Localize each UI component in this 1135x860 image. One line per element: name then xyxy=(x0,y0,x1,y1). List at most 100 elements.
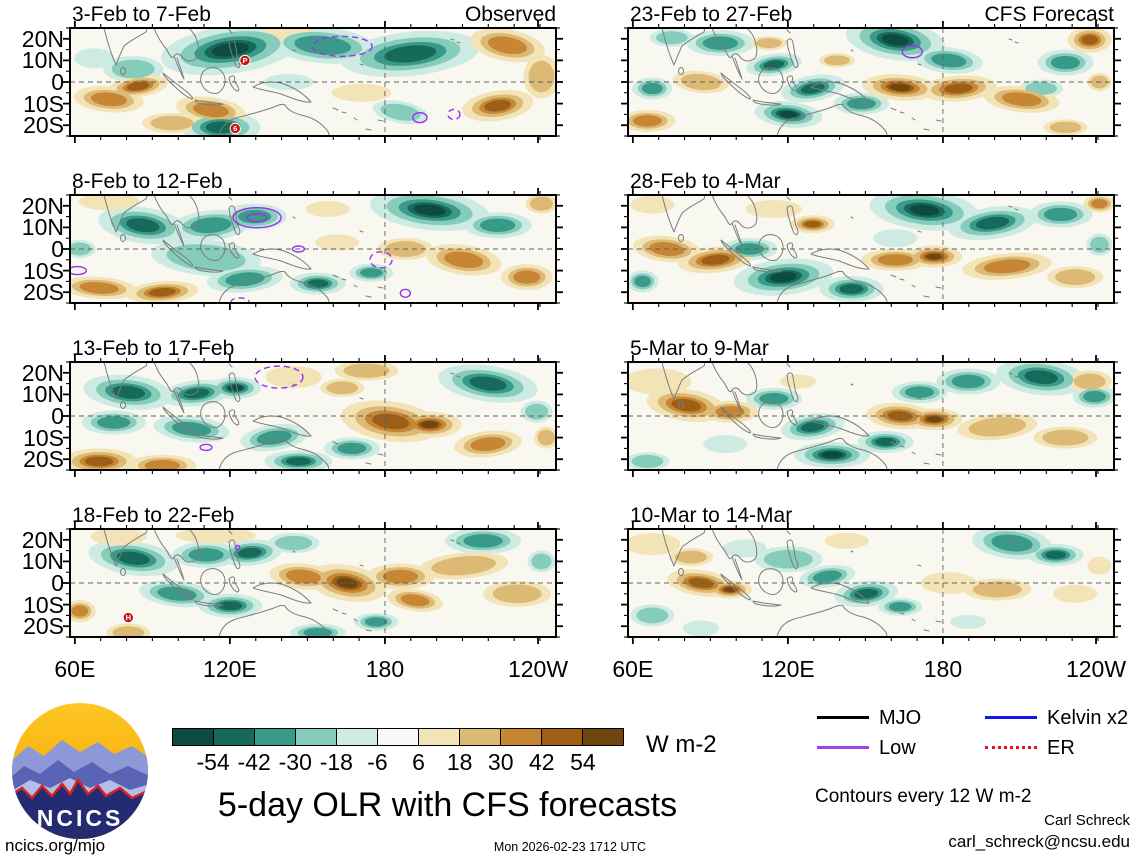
map-canvas xyxy=(621,188,1121,310)
colorbar-segment xyxy=(296,729,337,745)
lon-tick-label: 120W xyxy=(1065,656,1127,682)
legend-line-kelvin-x2 xyxy=(985,716,1037,719)
wave-contour xyxy=(234,544,241,551)
panel-title: 5-Mar to 9-Mar xyxy=(630,337,769,360)
wave-contour xyxy=(230,297,250,303)
colorbar-tick-label: 30 xyxy=(487,749,514,775)
wave-contour xyxy=(311,35,373,58)
tick-marks xyxy=(621,522,1121,644)
panel-observed-week3: 13-Feb to 17-Feb xyxy=(63,337,563,477)
footer-timestamp: Mon 2026-02-23 1712 UTC xyxy=(493,840,647,854)
anomaly-blobs xyxy=(628,362,1114,470)
wave-contour xyxy=(901,45,924,59)
legend-line-mjo xyxy=(817,716,869,719)
colorbar-segment xyxy=(255,729,296,745)
cyclone-marker: P xyxy=(239,54,251,67)
lat-tick-label: 20S xyxy=(23,613,64,640)
wave-contour xyxy=(412,111,428,124)
panel-title: 23-Feb to 27-Feb xyxy=(630,3,793,26)
map-fill-layer: H xyxy=(70,529,556,637)
panel-forecast-week2: 28-Feb to 4-Mar xyxy=(621,170,1121,310)
colorbar-tick-label: 18 xyxy=(446,749,473,775)
wave-contour xyxy=(199,443,213,452)
panel-title: 18-Feb to 22-Feb xyxy=(72,504,235,527)
map-fill-layer: P6 xyxy=(70,28,556,136)
lat-tick-label: 10S xyxy=(23,90,64,117)
panel-observed-week4: 18-Feb to 22-Feb H xyxy=(63,504,563,644)
lat-tick-label: 10S xyxy=(23,591,64,618)
colorbar-tick-label: 42 xyxy=(529,749,555,775)
figure-title: 5-day OLR with CFS forecasts xyxy=(217,786,678,824)
map-fill-layer xyxy=(628,529,1114,637)
wave-contour xyxy=(232,206,282,229)
colorbar-segment xyxy=(378,729,419,745)
wave-contour xyxy=(246,212,268,223)
lat-tick-label: 20N xyxy=(21,25,64,52)
anomaly-blobs xyxy=(70,362,556,470)
tick-marks xyxy=(63,355,563,477)
colorbar-tick-label: -18 xyxy=(319,749,353,775)
anomaly-blobs xyxy=(70,195,556,303)
credit-email: carl_schreck@ncsu.edu xyxy=(948,832,1130,851)
colorbar-segment xyxy=(501,729,542,745)
tick-marks xyxy=(63,21,563,143)
panel-forecast-week4: 10-Mar to 14-Mar xyxy=(621,504,1121,644)
colorbar-segment xyxy=(542,729,583,745)
logo-front-mass xyxy=(12,777,148,839)
svg-text:P: P xyxy=(242,56,247,65)
colorbar-segment xyxy=(214,729,255,745)
colorbar-segment xyxy=(173,729,214,745)
map-canvas: P6 xyxy=(63,21,563,143)
map-fill-layer xyxy=(628,362,1114,470)
column-label-forecast: CFS Forecast xyxy=(984,3,1114,26)
lat-tick-label: 10N xyxy=(21,548,64,575)
svg-text:6: 6 xyxy=(233,124,237,133)
lat-tick-label: 20N xyxy=(21,526,64,553)
legend-line-low xyxy=(817,746,869,749)
tick-marks xyxy=(63,522,563,644)
lat-tick-label: 0 xyxy=(51,570,64,596)
colorbar-tick-label: 54 xyxy=(570,749,596,775)
cyclone-marker: 6 xyxy=(229,122,241,135)
panel-title: 10-Mar to 14-Mar xyxy=(630,504,793,527)
lat-tick-label: 20N xyxy=(21,192,64,219)
panel-forecast-week1: 23-Feb to 27-Feb CFS Forecast xyxy=(621,3,1121,143)
panel-title: 8-Feb to 12-Feb xyxy=(72,170,223,193)
colorbar-tick-label: -42 xyxy=(237,749,271,775)
anomaly-blobs xyxy=(70,529,556,637)
lon-tick-label: 60E xyxy=(54,656,96,682)
wave-contour xyxy=(70,265,87,276)
lat-tick-label: 20S xyxy=(23,446,64,473)
panel-title: 28-Feb to 4-Mar xyxy=(630,170,781,193)
lat-tick-label: 10N xyxy=(21,214,64,241)
logo-text: NCICS xyxy=(37,805,124,831)
map-canvas: H xyxy=(63,522,563,644)
colorbar-segment xyxy=(583,729,623,745)
lon-tick-label: 180 xyxy=(365,656,405,682)
map-fill-layer xyxy=(70,362,556,470)
lat-tick-label: 20S xyxy=(23,112,64,139)
anomaly-blobs xyxy=(628,28,1112,136)
contour-interval-note: Contours every 12 W m-2 xyxy=(815,786,1032,807)
anomaly-blobs xyxy=(628,195,1114,302)
map-canvas xyxy=(63,355,563,477)
lon-tick-label: 120W xyxy=(507,656,569,682)
map-fill-layer xyxy=(70,195,556,303)
map-canvas xyxy=(621,522,1121,644)
tick-marks xyxy=(621,188,1121,310)
lat-tick-label: 0 xyxy=(51,403,64,429)
legend-label: ER xyxy=(1047,737,1075,759)
lat-tick-label: 0 xyxy=(51,69,64,95)
colorbar-tick-label: 6 xyxy=(412,749,425,775)
column-label-observed: Observed xyxy=(464,3,556,26)
panel-observed-week2: 8-Feb to 12-Feb xyxy=(63,170,563,310)
wave-contour xyxy=(291,245,306,253)
lon-tick-label: 120E xyxy=(203,656,257,682)
ncics-logo: NCICS xyxy=(12,703,148,839)
colorbar-segment xyxy=(337,729,378,745)
panel-forecast-week3: 5-Mar to 9-Mar xyxy=(621,337,1121,477)
lat-tick-label: 10N xyxy=(21,47,64,74)
lon-tick-label: 60E xyxy=(612,656,654,682)
footer-site-url: ncics.org/mjo xyxy=(5,836,106,855)
